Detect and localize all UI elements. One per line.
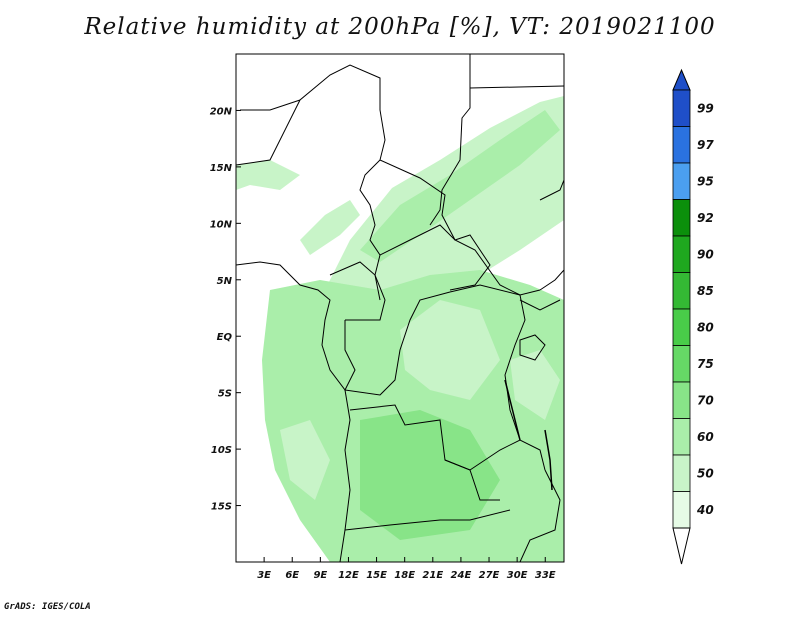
lat-tick-label: 15S — [211, 502, 232, 513]
humidity-patch-west — [236, 160, 300, 190]
border-namibia — [344, 509, 511, 531]
lake-victoria — [519, 334, 546, 361]
humidity-band-northeast-core — [360, 110, 560, 262]
lon-tick-label: 15E — [366, 570, 387, 581]
border-zambia — [444, 439, 546, 471]
colorbar-level-label: 95 — [697, 175, 714, 189]
colorbar-segment — [672, 235, 691, 273]
colorbar-segment — [672, 199, 691, 237]
lat-tick-label: 10S — [211, 445, 232, 456]
lat-tick-label: 10N — [210, 219, 233, 230]
colorbar-level-label: 40 — [696, 503, 714, 517]
border-angola — [349, 404, 500, 501]
lon-tick-label: 18E — [394, 570, 415, 581]
lon-tick-label: 9E — [313, 570, 327, 581]
border-north-2 — [240, 99, 301, 111]
lat-tick-label: 15N — [210, 163, 233, 174]
colorbar-segment — [672, 345, 691, 383]
boundaries — [236, 54, 564, 562]
colorbar-level-label: 90 — [697, 248, 714, 262]
lon-tick-label: 6E — [285, 570, 299, 581]
coastline-west — [236, 261, 351, 562]
colorbar-segment — [672, 89, 691, 127]
lat-tick-label: 5N — [217, 276, 233, 287]
humidity-gap-east — [510, 350, 560, 420]
grads-credit: GrADS: IGES/COLA — [4, 602, 91, 612]
lat-tick-label: 20N — [210, 106, 233, 117]
border-east-horn — [519, 299, 561, 311]
lon-tick-label: 33E — [535, 570, 556, 581]
longitude-axis: 3E 6E 9E 12E 15E 18E 21E 24E 27E 30E 33E — [257, 557, 556, 581]
colorbar-segment — [672, 454, 691, 492]
map-title: Relative humidity at 200hPa [%], VT: 201… — [84, 14, 716, 40]
colorbar-segment — [672, 162, 691, 200]
colorbar-segment — [672, 381, 691, 419]
border-mozambique — [519, 469, 561, 562]
colorbar-level-label: 75 — [697, 357, 714, 371]
colorbar-segment — [672, 272, 691, 310]
border-drc-east — [449, 284, 526, 441]
lat-tick-label: 5S — [218, 389, 232, 400]
lat-tick-label: EQ — [217, 332, 233, 343]
lon-tick-label: 30E — [507, 570, 528, 581]
lon-tick-label: 12E — [338, 570, 359, 581]
lon-tick-label: 24E — [451, 570, 472, 581]
colorbar-level-label: 50 — [697, 467, 714, 481]
colorbar-level-label: 97 — [697, 138, 714, 152]
colorbar: 99 97 95 92 90 85 80 75 70 60 50 40 — [672, 68, 714, 565]
lon-tick-label: 27E — [479, 570, 500, 581]
humidity-mass-south — [360, 410, 500, 540]
colorbar-level-label: 85 — [697, 284, 714, 298]
latitude-axis: 20N 15N 10N 5N EQ 5S 10S 15S — [210, 106, 241, 513]
border-congo — [344, 291, 451, 396]
lon-tick-label: 21E — [422, 570, 443, 581]
colorbar-level-label: 70 — [697, 394, 714, 408]
border-cameroon — [329, 261, 386, 321]
border-ethiopia — [539, 179, 564, 291]
humidity-mass-central-light — [400, 300, 500, 400]
colorbar-segment — [672, 126, 691, 164]
colorbar-level-label: 60 — [697, 430, 714, 444]
colorbar-bottom-arrow — [672, 527, 691, 565]
humidity-shading — [236, 96, 564, 562]
lake-tanganyika — [504, 379, 521, 441]
colorbar-segment — [672, 491, 691, 529]
border-car — [379, 224, 541, 296]
lon-tick-label: 3E — [257, 570, 271, 581]
colorbar-level-label: 92 — [697, 211, 714, 225]
border-egypt-sudan — [429, 54, 471, 226]
map-frame — [235, 53, 565, 563]
colorbar-level-label: 80 — [697, 321, 714, 335]
colorbar-segment — [672, 418, 691, 456]
humidity-patch-southwest — [280, 420, 330, 500]
colorbar-level-label: 99 — [697, 102, 714, 116]
lake-malawi — [544, 429, 553, 491]
colorbar-top-arrow — [672, 68, 691, 91]
colorbar-segment — [672, 308, 691, 346]
humidity-patch-northwest — [300, 200, 360, 255]
border-egypt-east — [469, 85, 564, 89]
